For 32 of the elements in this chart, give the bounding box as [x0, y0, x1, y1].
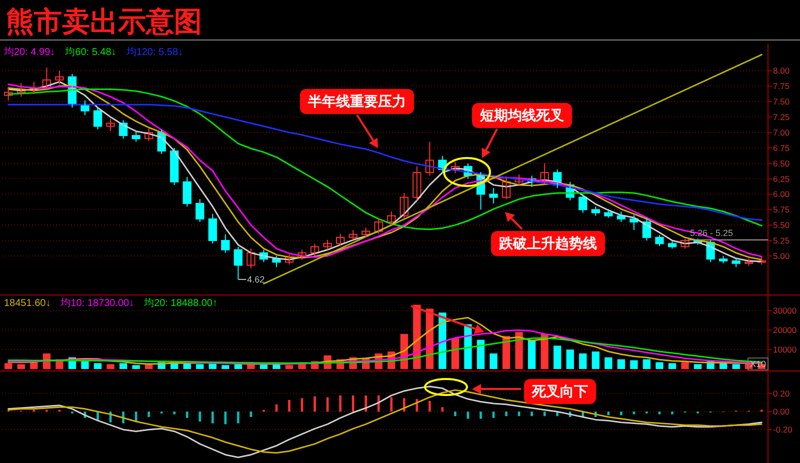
y-tick-label: 6.75 — [773, 142, 790, 153]
y-tick-label: 20000 — [773, 325, 797, 336]
y-tick-label: 7.75 — [773, 81, 790, 92]
text: 均20: 4.99↓ — [3, 46, 56, 58]
y-tick-label: 5.75 — [773, 204, 790, 215]
y-tick-label: 8.00 — [773, 66, 790, 76]
text: 均60: 5.48↓ — [64, 46, 116, 58]
y-tick-label: 5.00 — [773, 250, 790, 261]
annotation: X10 — [750, 359, 766, 369]
y-tick-label: -0.20 — [773, 424, 793, 435]
text: 18451.60↓ — [4, 298, 51, 309]
y-tick-label: 5.50 — [773, 220, 790, 230]
annotation: 死叉向下 — [531, 383, 588, 399]
y-tick-label: 10000 — [773, 344, 797, 355]
text: 均10: 18730.00↓ — [60, 297, 134, 309]
chart-title: 熊市卖出示意图 — [6, 6, 202, 37]
annotation: 4.62 — [247, 274, 265, 284]
y-tick-label: 0.00 — [773, 406, 790, 417]
text: 均120: 5.58↓ — [125, 46, 184, 58]
y-tick-label: 6.25 — [773, 174, 790, 184]
y-tick-label: 30000 — [773, 306, 797, 316]
y-tick-label: 5.25 — [773, 236, 790, 246]
y-tick-label: 6.50 — [773, 158, 790, 168]
y-tick-label: 7.00 — [773, 127, 790, 138]
annotation: 跌破上升趋势线 — [498, 235, 597, 251]
annotation: 半年线重要压力 — [307, 93, 406, 109]
y-tick-label: 6.00 — [773, 189, 790, 200]
y-tick-label: 7.25 — [773, 112, 790, 122]
annotation: 短期均线死叉 — [479, 107, 564, 123]
y-tick-label: 7.50 — [773, 96, 790, 107]
y-tick-label: 0.20 — [773, 388, 790, 399]
text: 均20: 18488.00↑ — [143, 297, 218, 309]
